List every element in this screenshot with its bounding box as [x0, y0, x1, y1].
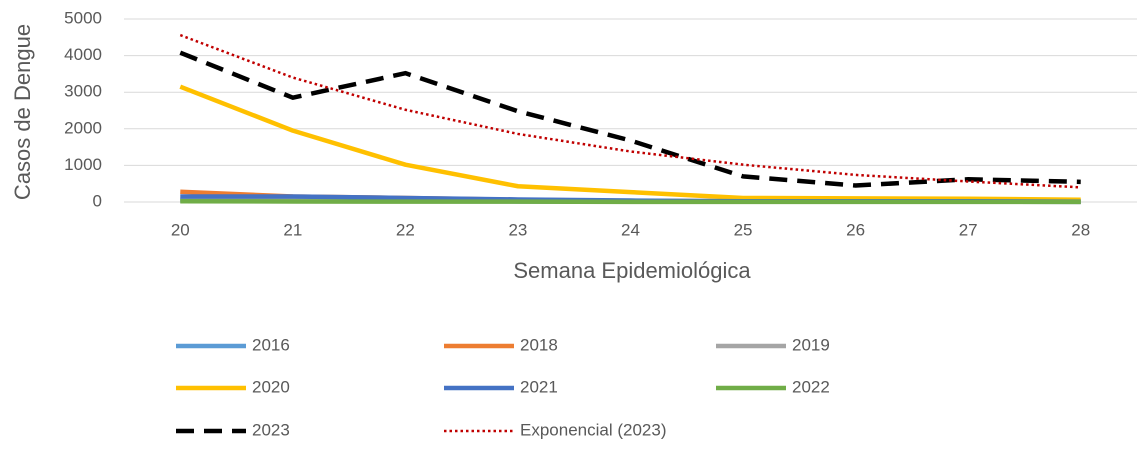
- y-tick-label: 2000: [64, 118, 102, 137]
- x-tick-label: 25: [734, 220, 753, 239]
- y-tick-label: 0: [93, 191, 102, 210]
- x-tick-label: 28: [1071, 220, 1090, 239]
- y-axis-title: Casos de Dengue: [10, 24, 35, 200]
- x-tick-label: 22: [396, 220, 415, 239]
- y-tick-label: 4000: [64, 45, 102, 64]
- legend-label: 2021: [520, 377, 558, 396]
- x-tick-label: 20: [171, 220, 190, 239]
- legend-label: 2016: [252, 335, 290, 354]
- x-tick-label: 27: [959, 220, 978, 239]
- y-tick-label: 1000: [64, 155, 102, 174]
- legend-label: 2023: [252, 420, 290, 439]
- y-tick-label: 5000: [64, 8, 102, 27]
- legend-label: 2018: [520, 335, 558, 354]
- legend-label: 2019: [792, 335, 830, 354]
- legend-label: Exponencial (2023): [520, 420, 666, 439]
- series-line: [180, 199, 1081, 205]
- x-axis-title: Semana Epidemiológica: [513, 258, 751, 283]
- legend-label: 2020: [252, 377, 290, 396]
- x-tick-label: 24: [621, 220, 640, 239]
- x-tick-label: 21: [283, 220, 302, 239]
- legend-label: 2022: [792, 377, 830, 396]
- y-tick-label: 3000: [64, 82, 102, 101]
- x-tick-label: 23: [508, 220, 527, 239]
- series-line: [179, 33, 1081, 189]
- x-tick-label: 26: [846, 220, 865, 239]
- series-line: [179, 84, 1081, 203]
